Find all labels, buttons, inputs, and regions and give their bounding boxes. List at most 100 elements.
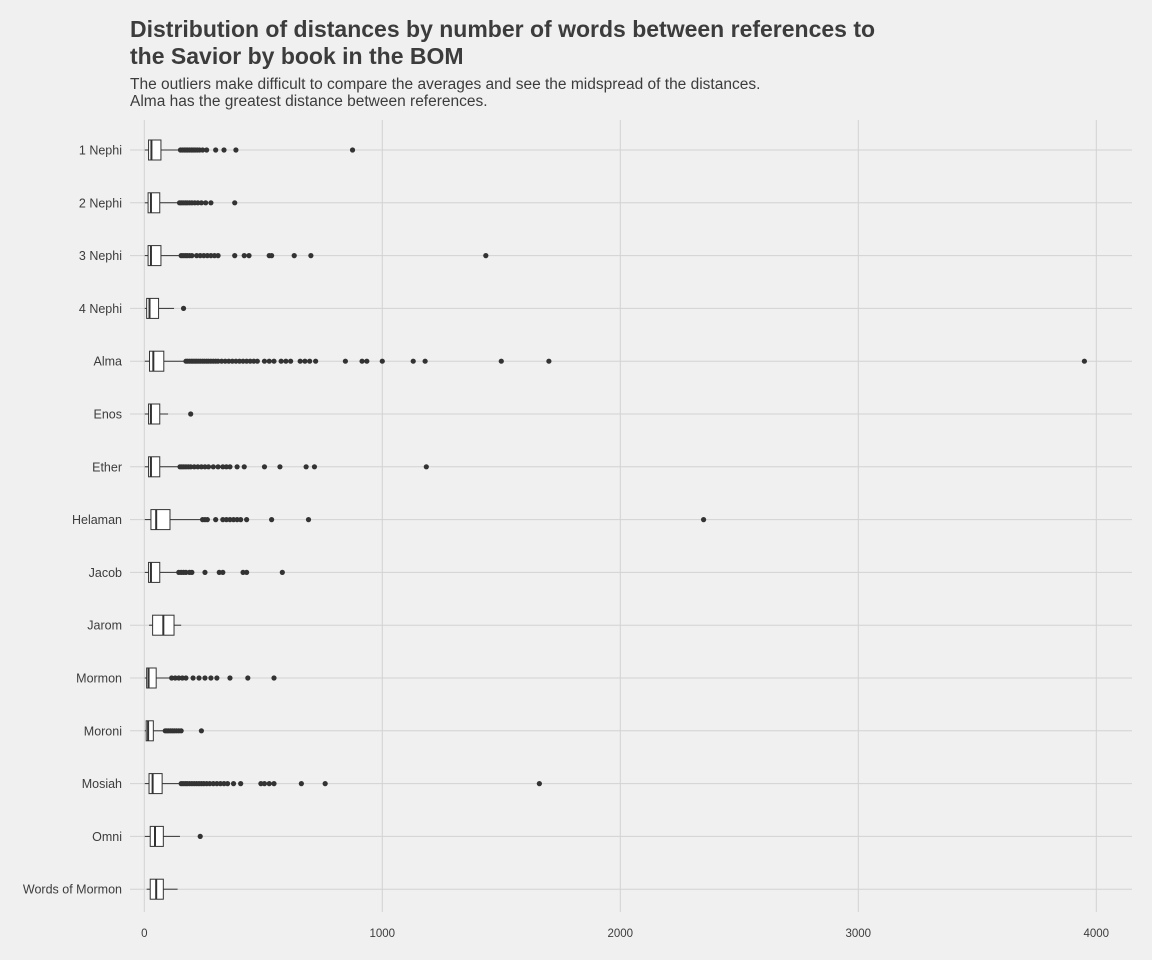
chart-title: Distribution of distances by number of w… [130,16,876,69]
outlier-point [244,358,250,364]
outlier-point [245,675,251,681]
outlier-point [229,358,235,364]
outlier-point [210,781,216,787]
outlier-point [277,464,283,470]
outlier-point [258,781,264,787]
chart-subtitle: The outliers make difficult to compare t… [130,76,761,110]
outlier-point [279,569,285,576]
outlier-point [322,781,328,787]
outlier-point [222,358,228,364]
outlier-point [410,358,416,364]
outlier-point [198,200,205,206]
x-tick-label: 2000 [607,928,633,940]
outlier-point [221,781,227,787]
y-tick-label: Jarom [87,619,122,633]
box-iqr [145,720,154,742]
box-iqr [148,456,161,478]
outlier-point [261,358,268,364]
outlier-point [194,253,200,259]
outlier-point [213,517,219,523]
outlier-point [244,569,250,576]
y-tick-label: 4 Nephi [79,302,122,316]
outlier-point [297,358,303,364]
y-tick-label: Mormon [76,672,122,686]
outlier-point [201,253,207,259]
outlier-point [283,358,289,364]
outlier-point [183,675,189,681]
outlier-point [271,781,277,787]
outlier-point [210,464,216,470]
y-tick-label: Mosiah [82,777,122,791]
outlier-point [342,358,348,364]
y-tick-label: 2 Nephi [79,196,122,210]
outlier-point [215,358,221,364]
y-tick-label: Words of Mormon [23,883,122,897]
outlier-point [197,833,203,840]
outlier-point [271,358,277,364]
outlier-point [423,464,429,470]
y-tick-label: Moroni [84,724,122,738]
outlier-point [204,253,210,259]
outlier-point [269,517,275,523]
outlier-point [234,464,240,470]
outlier-point [179,675,185,681]
y-tick-label: 1 Nephi [79,144,122,158]
x-tick-label: 0 [141,928,147,940]
outlier-point [215,464,221,470]
outlier-point [232,253,238,259]
outlier-point [223,517,229,523]
y-tick-label: 3 Nephi [79,249,122,263]
outlier-point [214,781,220,787]
outlier-point [261,781,268,787]
outlier-point [291,253,297,259]
y-tick-label: Helaman [72,513,122,527]
outlier-point [202,675,208,681]
outlier-point [195,464,201,470]
outlier-point [223,464,229,470]
outlier-point [251,358,257,364]
y-tick-label: Alma [94,355,123,369]
outlier-point [221,147,227,153]
box-iqr [150,509,171,531]
outlier-point [379,358,385,364]
outlier-point [266,358,272,364]
outlier-point [202,464,208,470]
outlier-point [191,464,197,470]
outlier-point [288,358,294,364]
outlier-point [178,728,184,734]
outlier-point [217,781,224,787]
outlier-point [240,358,246,364]
outlier-point [215,253,221,259]
outlier-point [234,517,240,523]
outlier-point [220,569,226,576]
outlier-point [169,675,175,681]
outlier-point [236,358,243,364]
outlier-point [305,517,312,523]
outlier-point [198,728,205,734]
outlier-point [195,200,201,206]
outlier-point [204,147,210,153]
outlier-point [203,200,209,206]
box-iqr [149,825,164,847]
outlier-point [208,200,214,206]
x-tick-label: 4000 [1084,928,1110,940]
outlier-point [196,675,202,681]
outlier-point [303,464,309,470]
outlier-point [227,517,233,523]
outlier-point [183,569,189,576]
y-tick-label: Omni [92,830,122,844]
outlier-point [241,464,247,470]
outlier-point [220,464,226,470]
outlier-point [483,253,489,259]
y-tick-label: Ether [92,460,122,474]
outlier-point [546,358,552,364]
outlier-point [247,358,253,364]
outlier-point [261,464,268,470]
outlier-point [205,464,212,470]
outlier-point [241,253,247,259]
outlier-point [254,358,260,364]
outlier-point [313,358,319,364]
outlier-point [308,253,314,259]
outlier-point [240,569,246,576]
